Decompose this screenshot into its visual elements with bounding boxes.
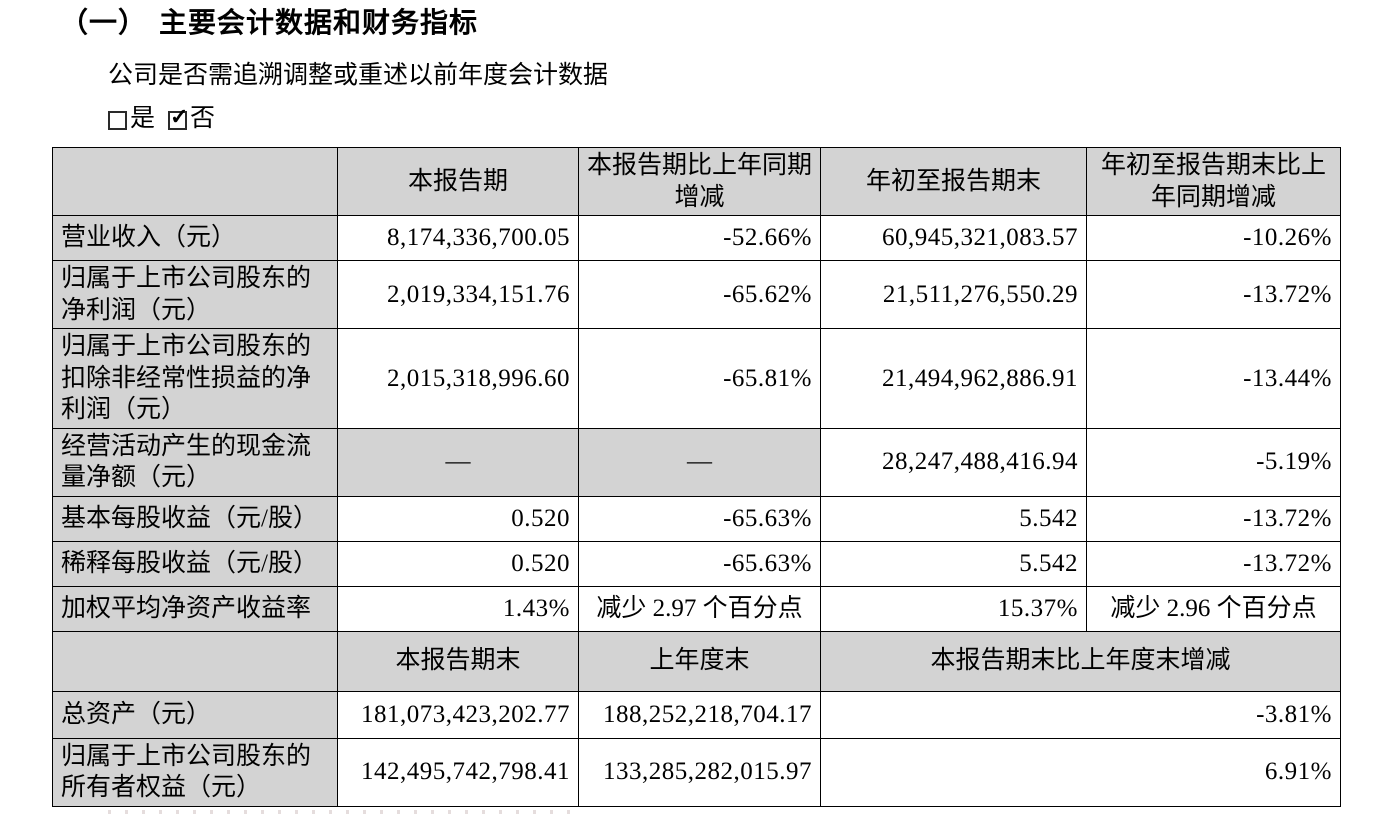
col-header-ytd-yoy-change: 年初至报告期末比上年同期增减: [1086, 147, 1341, 217]
row-label-cell: 稀释每股收益（元/股）: [52, 540, 338, 587]
header-row-period-end: 本报告期末 上年度末 本报告期末比上年度末增减: [52, 630, 1341, 692]
question-text: 公司是否需追溯调整或重述以前年度会计数据: [108, 62, 609, 90]
row-label-cell: 经营活动产生的现金流量净额（元）: [52, 427, 338, 497]
checkbox-no-box: ✓: [168, 105, 188, 130]
value-cell: 减少 2.96 个百分点: [1086, 585, 1341, 632]
value-cell: 21,511,276,550.29: [820, 260, 1087, 330]
row-net-profit: 归属于上市公司股东的净利润（元） 2,019,334,151.76 -65.62…: [52, 260, 1341, 330]
value-cell: 1.43%: [337, 585, 579, 632]
value-cell: -5.19%: [1086, 427, 1341, 497]
row-label-cell: 归属于上市公司股东的扣除非经常性损益的净利润（元）: [52, 328, 338, 429]
col-header-period-end-change: 本报告期末比上年度末增减: [820, 630, 1341, 692]
value-cell: 0.520: [337, 540, 579, 587]
value-cell: 8,174,336,700.05: [337, 215, 579, 262]
row-label-cell: 加权平均净资产收益率: [52, 585, 338, 632]
value-cell: 60,945,321,083.57: [820, 215, 1087, 262]
value-cell: 5.542: [820, 540, 1087, 587]
value-cell: -65.62%: [578, 260, 821, 330]
header-row-period: 本报告期 本报告期比上年同期增减 年初至报告期末 年初至报告期末比上年同期增减: [52, 147, 1341, 217]
checkbox-yes-label: 是: [130, 105, 156, 133]
value-cell: 142,495,742,798.41: [337, 737, 579, 807]
section-heading: （一） 主要会计数据和财务指标: [60, 8, 1340, 40]
value-cell: -13.72%: [1086, 260, 1341, 330]
value-cell: -13.44%: [1086, 328, 1341, 429]
section-heading-text: 主要会计数据和财务指标: [159, 8, 479, 39]
value-cell: -65.63%: [578, 495, 821, 542]
value-cell: -52.66%: [578, 215, 821, 262]
col-header-end-of-last-year: 上年度末: [578, 630, 821, 692]
col-header-blank: [52, 147, 338, 217]
col-header-blank: [52, 630, 338, 692]
value-cell: 181,073,423,202.77: [337, 690, 579, 739]
clipped-next-text-line: [108, 809, 578, 814]
value-cell: -13.72%: [1086, 540, 1341, 587]
value-cell: 0.520: [337, 495, 579, 542]
section-heading-index: （一）: [60, 8, 148, 39]
row-total-assets: 总资产（元） 181,073,423,202.77 188,252,218,70…: [52, 690, 1341, 739]
value-cell: 2,015,318,996.60: [337, 328, 579, 429]
row-diluted-eps: 稀释每股收益（元/股） 0.520 -65.63% 5.542 -13.72%: [52, 540, 1341, 587]
col-header-year-to-date: 年初至报告期末: [820, 147, 1087, 217]
checkbox-options: 是 ✓ 否: [108, 104, 1340, 134]
row-label-cell: 营业收入（元）: [52, 215, 338, 262]
row-basic-eps: 基本每股收益（元/股） 0.520 -65.63% 5.542 -13.72%: [52, 495, 1341, 542]
col-header-period-yoy-change: 本报告期比上年同期增减: [578, 147, 821, 217]
value-cell: 188,252,218,704.17: [578, 690, 821, 739]
value-cell: 15.37%: [820, 585, 1087, 632]
value-cell-dash: —: [337, 427, 579, 497]
checkbox-no-label: 否: [190, 105, 216, 133]
value-cell: 6.91%: [820, 737, 1341, 807]
row-net-profit-deducted: 归属于上市公司股东的扣除非经常性损益的净利润（元） 2,015,318,996.…: [52, 328, 1341, 429]
value-cell: -3.81%: [820, 690, 1341, 739]
check-mark-icon: ✓: [170, 103, 189, 129]
row-revenue: 营业收入（元） 8,174,336,700.05 -52.66% 60,945,…: [52, 215, 1341, 262]
value-cell: 2,019,334,151.76: [337, 260, 579, 330]
row-label-cell: 归属于上市公司股东的净利润（元）: [52, 260, 338, 330]
checkbox-no: ✓ 否: [168, 104, 215, 134]
row-label-cell: 基本每股收益（元/股）: [52, 495, 338, 542]
row-weighted-roe: 加权平均净资产收益率 1.43% 减少 2.97 个百分点 15.37% 减少 …: [52, 585, 1341, 632]
row-operating-cash-flow: 经营活动产生的现金流量净额（元） — — 28,247,488,416.94 -…: [52, 427, 1341, 497]
checkbox-yes-box: [108, 110, 127, 130]
value-cell: 28,247,488,416.94: [820, 427, 1087, 497]
checkbox-yes: 是: [108, 104, 155, 134]
row-label-cell: 总资产（元）: [52, 690, 338, 739]
value-cell: -65.81%: [578, 328, 821, 429]
value-cell: 21,494,962,886.91: [820, 328, 1087, 429]
value-cell: -65.63%: [578, 540, 821, 587]
value-cell: -13.72%: [1086, 495, 1341, 542]
value-cell-dash: —: [578, 427, 821, 497]
col-header-end-of-period: 本报告期末: [337, 630, 579, 692]
row-equity: 归属于上市公司股东的所有者权益（元） 142,495,742,798.41 13…: [52, 737, 1341, 807]
row-label-cell: 归属于上市公司股东的所有者权益（元）: [52, 737, 338, 807]
financial-indicators-table: 本报告期 本报告期比上年同期增减 年初至报告期末 年初至报告期末比上年同期增减 …: [52, 147, 1341, 807]
col-header-current-period: 本报告期: [337, 147, 579, 217]
value-cell: 133,285,282,015.97: [578, 737, 821, 807]
value-cell: -10.26%: [1086, 215, 1341, 262]
value-cell: 5.542: [820, 495, 1087, 542]
value-cell: 减少 2.97 个百分点: [578, 585, 821, 632]
